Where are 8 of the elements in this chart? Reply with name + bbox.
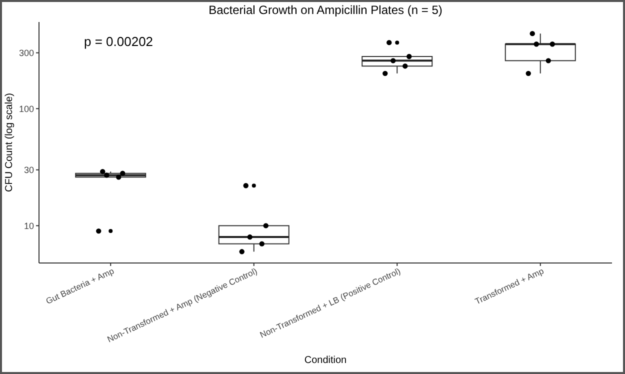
annotation: p = 0.00202: [84, 34, 154, 49]
y-tick-label: 30: [24, 165, 34, 175]
y-tick-label: 100: [18, 104, 34, 114]
x-axis-title: Condition: [304, 355, 347, 366]
y-tick-label: 300: [18, 48, 34, 58]
y-axis-title: CFU Count (log scale): [4, 93, 15, 192]
chart-title: Bacterial Growth on Ampicillin Plates (n = 5): [208, 3, 442, 17]
y-tick-label: 10: [24, 220, 34, 231]
